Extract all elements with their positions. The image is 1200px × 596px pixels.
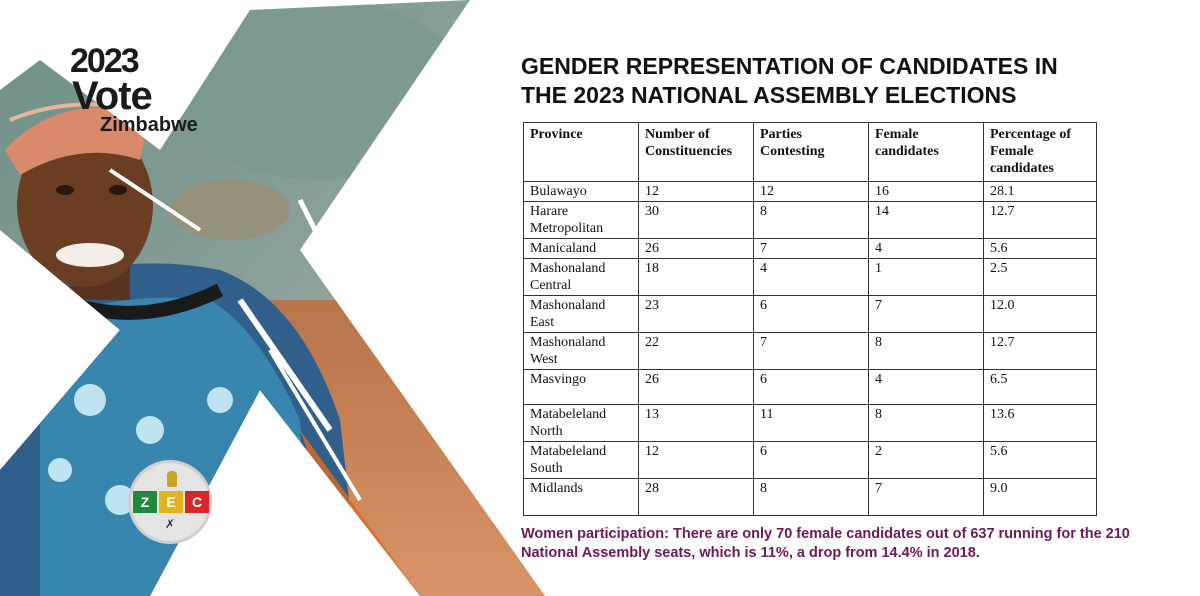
cell-percentage: 5.6	[983, 238, 1097, 259]
candidates-table: Province Number of Constituencies Partie…	[523, 122, 1097, 516]
table-row: Matabeleland North 13 11 8 13.6	[523, 404, 1097, 442]
cell-parties: 11	[753, 404, 869, 442]
cell-parties: 12	[753, 181, 869, 202]
table-row: Midlands 28 8 7 9.0	[523, 478, 1097, 516]
logo-country: Zimbabwe	[100, 114, 198, 136]
cell-constituencies: 26	[638, 369, 754, 405]
photo-illustration	[0, 0, 545, 596]
cell-female: 7	[868, 478, 984, 516]
cell-female: 7	[868, 295, 984, 333]
cell-percentage: 6.5	[983, 369, 1097, 405]
cell-province: Mashonaland East	[523, 295, 639, 333]
table-row: Bulawayo 12 12 16 28.1	[523, 181, 1097, 202]
cell-constituencies: 28	[638, 478, 754, 516]
cell-constituencies: 12	[638, 441, 754, 479]
cell-percentage: 12.0	[983, 295, 1097, 333]
zec-logo-badge: Z E C ✗	[128, 460, 212, 544]
cell-percentage: 9.0	[983, 478, 1097, 516]
cell-female: 2	[868, 441, 984, 479]
cell-female: 1	[868, 258, 984, 296]
cell-parties: 6	[753, 441, 869, 479]
table-row: Masvingo 26 6 4 6.5	[523, 369, 1097, 405]
header-constituencies: Number of Constituencies	[638, 122, 754, 182]
table-row: Mashonaland West 22 7 8 12.7	[523, 332, 1097, 370]
cell-province: Mashonaland Central	[523, 258, 639, 296]
table-row: Matabeleland South 12 6 2 5.6	[523, 441, 1097, 479]
cell-percentage: 12.7	[983, 201, 1097, 239]
table-row: Harare Metropolitan 30 8 14 12.7	[523, 201, 1097, 239]
zec-letters: Z E C	[133, 491, 211, 513]
cell-constituencies: 30	[638, 201, 754, 239]
zec-letter-e: E	[159, 491, 183, 513]
cell-parties: 7	[753, 332, 869, 370]
zimbabwe-bird-icon	[167, 471, 177, 487]
zec-letter-c: C	[185, 491, 209, 513]
cell-parties: 8	[753, 201, 869, 239]
cell-female: 4	[868, 369, 984, 405]
cell-province: Midlands	[523, 478, 639, 516]
cell-province: Harare Metropolitan	[523, 201, 639, 239]
cell-percentage: 2.5	[983, 258, 1097, 296]
cell-percentage: 12.7	[983, 332, 1097, 370]
cell-female: 4	[868, 238, 984, 259]
cell-parties: 6	[753, 295, 869, 333]
table-row: Mashonaland East 23 6 7 12.0	[523, 295, 1097, 333]
logo-year: 2023	[70, 42, 140, 80]
ballot-mark-icon: ✗	[165, 517, 176, 531]
title-line-2: THE 2023 NATIONAL ASSEMBLY ELECTIONS	[521, 82, 1017, 108]
cell-constituencies: 26	[638, 238, 754, 259]
cell-percentage: 28.1	[983, 181, 1097, 202]
cell-parties: 7	[753, 238, 869, 259]
cell-constituencies: 12	[638, 181, 754, 202]
header-parties: Parties Contesting	[753, 122, 869, 182]
header-percentage: Percentage of Female candidates	[983, 122, 1097, 182]
title-line-1: GENDER REPRESENTATION OF CANDIDATES IN	[521, 53, 1058, 79]
cell-female: 16	[868, 181, 984, 202]
cell-parties: 4	[753, 258, 869, 296]
page-title: GENDER REPRESENTATION OF CANDIDATES IN T…	[521, 52, 1141, 110]
cell-female: 14	[868, 201, 984, 239]
cell-province: Bulawayo	[523, 181, 639, 202]
cell-province: Masvingo	[523, 369, 639, 405]
cell-province: Matabeleland South	[523, 441, 639, 479]
campaign-photo: 2023 Vote Zimbabwe Z E C ✗	[0, 0, 545, 596]
table-row: Mashonaland Central 18 4 1 2.5	[523, 258, 1097, 296]
cell-province: Mashonaland West	[523, 332, 639, 370]
cell-percentage: 5.6	[983, 441, 1097, 479]
cell-constituencies: 23	[638, 295, 754, 333]
cell-constituencies: 22	[638, 332, 754, 370]
cell-constituencies: 13	[638, 404, 754, 442]
vote-2023-logo: 2023 Vote Zimbabwe	[66, 42, 226, 142]
cell-female: 8	[868, 332, 984, 370]
zec-letter-z: Z	[133, 491, 157, 513]
header-province: Province	[523, 122, 639, 182]
cell-percentage: 13.6	[983, 404, 1097, 442]
cell-province: Matabeleland North	[523, 404, 639, 442]
cell-parties: 8	[753, 478, 869, 516]
cell-constituencies: 18	[638, 258, 754, 296]
cell-province: Manicaland	[523, 238, 639, 259]
header-female-candidates: Female candidates	[868, 122, 984, 182]
logo-vote-word: Vote	[72, 74, 153, 118]
cell-female: 8	[868, 404, 984, 442]
table-row: Manicaland 26 7 4 5.6	[523, 238, 1097, 259]
cell-parties: 6	[753, 369, 869, 405]
table-header-row: Province Number of Constituencies Partie…	[523, 122, 1097, 182]
participation-note: Women participation: There are only 70 f…	[521, 526, 1130, 561]
